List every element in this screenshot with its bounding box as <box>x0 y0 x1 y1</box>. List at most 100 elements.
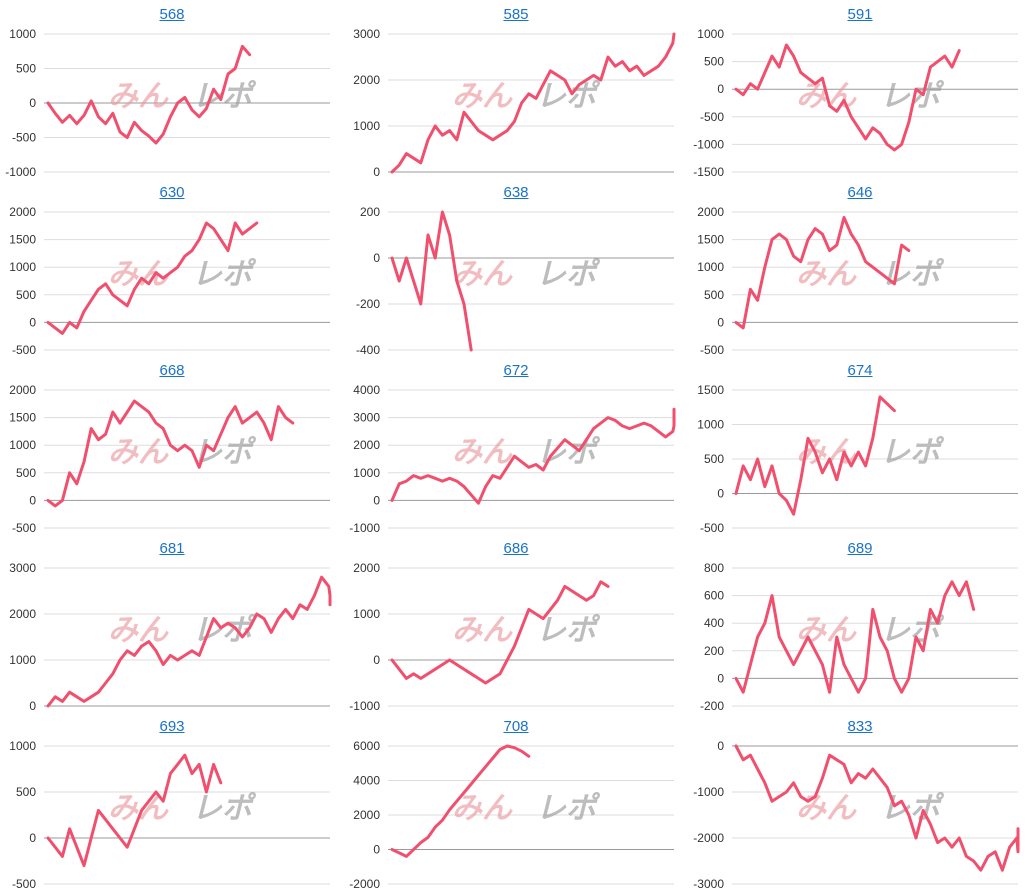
y-tick-label: 2000 <box>697 205 724 219</box>
y-tick-label: 0 <box>373 251 380 265</box>
y-tick-label: -500 <box>700 343 724 357</box>
y-tick-label: 200 <box>704 644 724 658</box>
y-tick-label: -500 <box>12 343 36 357</box>
y-tick-label: 0 <box>717 671 724 685</box>
chart-panel: 3000 2000 1000 0 みん レポ 681 <box>0 534 344 713</box>
y-tick-label: 600 <box>704 589 724 603</box>
y-tick-label: 0 <box>373 843 380 857</box>
chart-title-link[interactable]: 672 <box>503 362 529 379</box>
y-tick-label: 0 <box>717 82 724 96</box>
chart-panel: 2000 1500 1000 500 0 -500 みん レポ 668 <box>0 356 344 535</box>
y-tick-label: 1500 <box>697 233 724 247</box>
chart-panel: 0 -1000 -2000 -3000 みん レポ 833 <box>688 712 1032 891</box>
y-tick-label: 2000 <box>353 438 380 452</box>
chart-title-link[interactable]: 833 <box>847 718 873 735</box>
y-tick-label: 1000 <box>697 27 724 41</box>
y-tick-label: -1500 <box>693 165 724 179</box>
series-line <box>390 744 531 858</box>
y-tick-label: 1000 <box>9 27 36 41</box>
chart-title-link[interactable]: 638 <box>503 184 529 201</box>
y-tick-label: 500 <box>16 785 36 799</box>
chart-panel: 1000 500 0 -500 -1000 みん レポ 568 <box>0 0 344 179</box>
chart-title-link[interactable]: 681 <box>159 540 185 557</box>
y-tick-label: 0 <box>373 165 380 179</box>
chart-panel: 2000 1500 1000 500 0 -500 みん レポ 630 <box>0 178 344 357</box>
watermark-logo: レポ <box>536 257 601 292</box>
chart-title-link[interactable]: 689 <box>847 540 873 557</box>
y-tick-label: 3000 <box>9 561 36 575</box>
y-tick-label: 0 <box>717 487 724 501</box>
chart-panel: 6000 4000 2000 0 -2000 みん レポ 708 <box>344 712 688 891</box>
series-line <box>734 580 976 694</box>
y-tick-label: 2000 <box>353 808 380 822</box>
y-tick-label: 1500 <box>697 383 724 397</box>
watermark-logo: みん <box>452 435 513 470</box>
y-tick-label: 800 <box>704 561 724 575</box>
y-tick-label: 1000 <box>9 739 36 753</box>
y-tick-label: 0 <box>29 96 36 110</box>
y-tick-label: 3000 <box>353 27 380 41</box>
y-tick-label: 4000 <box>353 383 380 397</box>
y-tick-label: 500 <box>704 288 724 302</box>
watermark-logo: みん <box>452 613 513 648</box>
chart-svg: 200 0 -200 -400 みん レポ <box>356 205 674 357</box>
watermark-logo: レポ <box>536 791 601 826</box>
y-tick-label: 0 <box>29 699 36 713</box>
watermark-logo: みん <box>452 257 513 292</box>
chart-title-link[interactable]: 591 <box>847 6 873 23</box>
y-tick-label: 1500 <box>9 233 36 247</box>
watermark-logo: レポ <box>536 613 601 648</box>
chart-title-link[interactable]: 668 <box>159 362 185 379</box>
chart-title-link[interactable]: 674 <box>847 362 873 379</box>
y-tick-label: 1000 <box>9 438 36 452</box>
y-tick-label: -3000 <box>693 877 724 891</box>
chart-title-link[interactable]: 630 <box>159 184 185 201</box>
y-tick-label: 1000 <box>9 653 36 667</box>
watermark-logo: みん <box>796 257 857 292</box>
chart-panel: 1000 500 0 -500 みん レポ 693 <box>0 712 344 891</box>
y-tick-label: 400 <box>704 616 724 630</box>
chart-title-link[interactable]: 646 <box>847 184 873 201</box>
watermark-logo: みん <box>452 79 513 114</box>
y-tick-label: 500 <box>704 452 724 466</box>
chart-panel: 2000 1500 1000 500 0 -500 みん レポ 646 <box>688 178 1032 357</box>
y-tick-label: 1000 <box>353 607 380 621</box>
series-line <box>46 221 259 335</box>
series-line <box>46 399 295 508</box>
chart-title-link[interactable]: 708 <box>503 718 529 735</box>
chart-title-link[interactable]: 568 <box>159 6 185 23</box>
y-tick-label: 0 <box>373 653 380 667</box>
y-tick-label: 6000 <box>353 739 380 753</box>
chart-title-link[interactable]: 693 <box>159 718 185 735</box>
chart-svg: 2000 1000 0 -1000 みん レポ <box>349 561 674 713</box>
y-tick-label: -200 <box>700 699 724 713</box>
y-tick-label: 2000 <box>353 561 380 575</box>
y-tick-label: 2000 <box>9 383 36 397</box>
y-tick-label: 0 <box>717 739 724 753</box>
y-tick-label: 1000 <box>697 418 724 432</box>
y-tick-label: -2000 <box>349 877 380 891</box>
y-tick-label: 0 <box>373 493 380 507</box>
y-tick-label: -1000 <box>349 521 380 535</box>
y-tick-label: 1000 <box>353 466 380 480</box>
y-tick-label: -2000 <box>693 831 724 845</box>
y-tick-label: -1000 <box>693 785 724 799</box>
chart-panel: 4000 3000 2000 1000 0 -1000 みん レポ 672 <box>344 356 688 535</box>
watermark-logo: みん <box>108 613 169 648</box>
chart-svg: 2000 1500 1000 500 0 -500 みん レポ <box>697 205 1018 357</box>
chart-panel: 1000 500 0 -500 -1000 -1500 みん レポ 591 <box>688 0 1032 179</box>
series-line <box>390 580 610 685</box>
y-tick-label: 2000 <box>9 607 36 621</box>
y-tick-label: 1500 <box>9 411 36 425</box>
series-line <box>46 575 332 708</box>
chart-svg: 2000 1500 1000 500 0 -500 みん レポ <box>9 383 330 535</box>
chart-title-link[interactable]: 686 <box>503 540 529 557</box>
chart-title-link[interactable]: 585 <box>503 6 529 23</box>
y-tick-label: -500 <box>12 521 36 535</box>
y-tick-label: -500 <box>700 110 724 124</box>
watermark-logo: レポ <box>192 791 257 826</box>
